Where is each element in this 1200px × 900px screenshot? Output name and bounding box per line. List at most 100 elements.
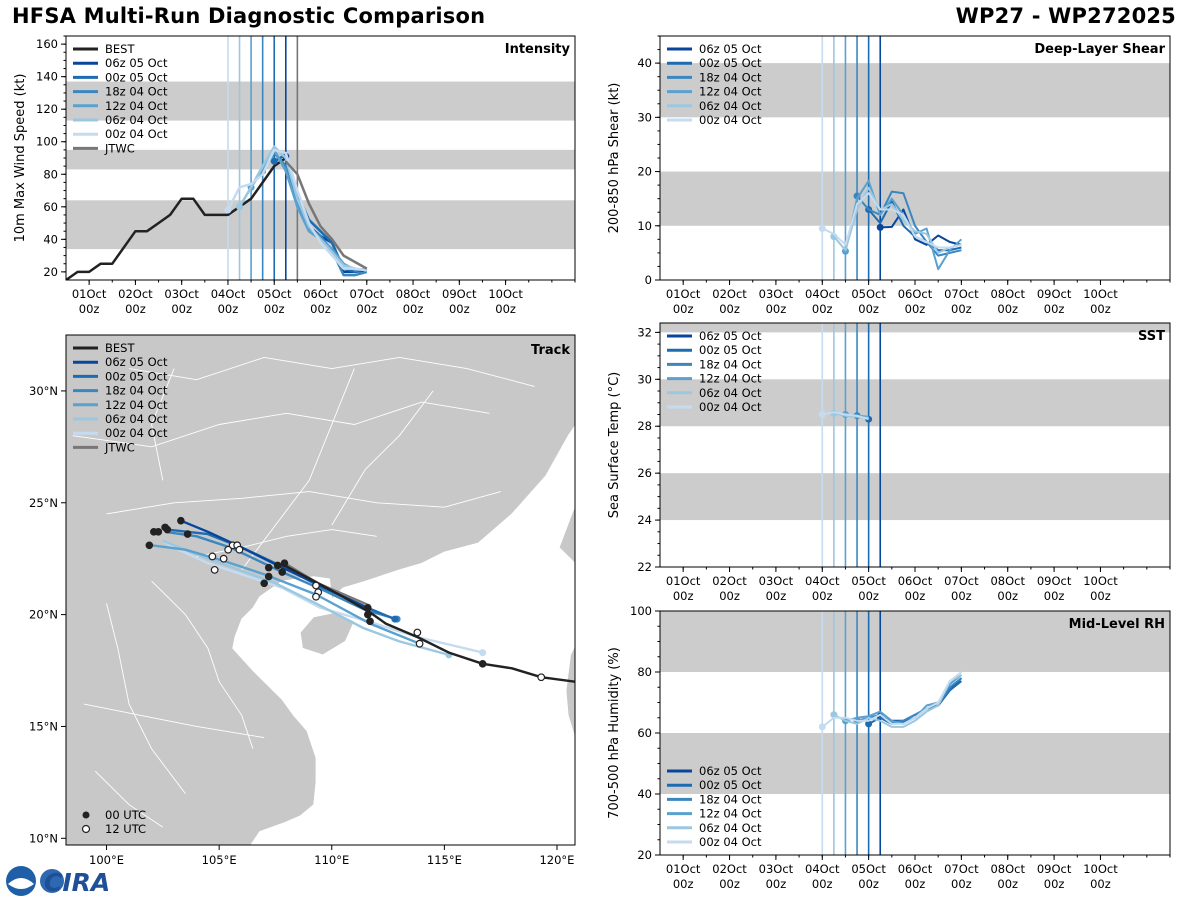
track-marker-00utc <box>163 525 172 534</box>
sst-ytick-label: 26 <box>637 466 652 480</box>
track-marker-12utc <box>537 673 546 682</box>
track-marker-00utc <box>366 617 374 626</box>
track-marker-00utc <box>363 604 372 612</box>
intensity-xtick-sublabel: 00z <box>218 302 239 316</box>
globe-icon <box>40 869 64 893</box>
intensity-title: Intensity <box>505 42 571 57</box>
intensity-legend-label: 06z 04 Oct <box>105 113 168 127</box>
rh-xtick-label: 07Oct <box>944 862 979 876</box>
rh-ytick-label: 100 <box>630 604 652 618</box>
rh-series-line <box>856 677 963 724</box>
intensity-series-start-point <box>236 203 244 211</box>
intensity-xtick-label: 09Oct <box>442 287 477 301</box>
track-xtick-label: 115°E <box>427 853 462 867</box>
shear-band <box>660 63 1170 118</box>
track-legend-label: 06z 04 Oct <box>105 412 168 426</box>
shear-xtick-sublabel: 00z <box>858 302 879 316</box>
intensity-legend-label: 00z 05 Oct <box>105 70 168 84</box>
track-ytick-label: 15°N <box>29 719 58 733</box>
rh-xtick-sublabel: 00z <box>951 877 972 891</box>
intensity-xtick-label: 01Oct <box>72 287 107 301</box>
sst-xtick-label: 01Oct <box>666 574 701 588</box>
track-marker-00utc <box>264 563 273 572</box>
intensity-ytick-label: 40 <box>43 232 58 246</box>
rh-plot-area <box>660 611 1170 855</box>
sst-xtick-sublabel: 00z <box>905 589 926 603</box>
sst-legend-label: 12z 04 Oct <box>699 372 762 386</box>
intensity-legend-label: BEST <box>105 42 135 56</box>
sst-xtick-label: 10Oct <box>1083 574 1118 588</box>
shear-legend-label: 06z 04 Oct <box>699 99 762 113</box>
intensity-xtick-label: 06Oct <box>303 287 338 301</box>
taiwan-land <box>558 505 575 564</box>
rh-series-start-point <box>830 711 838 719</box>
track-marker-00utc <box>280 559 289 567</box>
shear-xtick-label: 05Oct <box>851 287 886 301</box>
intensity-band <box>66 149 575 170</box>
shear-ylabel: 200-850 hPa Shear (kt) <box>607 83 622 234</box>
shear-xtick-label: 03Oct <box>759 287 794 301</box>
shear-ytick-label: 20 <box>637 165 652 179</box>
intensity-xtick-label: 07Oct <box>350 287 385 301</box>
intensity-xtick-sublabel: 00z <box>310 302 331 316</box>
shear-ytick-label: 30 <box>637 110 652 124</box>
rh-xtick-label: 10Oct <box>1083 862 1118 876</box>
intensity-ytick-label: 120 <box>36 102 58 116</box>
sst-title: SST <box>1138 329 1165 344</box>
sst-xtick-label: 07Oct <box>944 574 979 588</box>
rh-legend-label: 12z 04 Oct <box>699 807 762 821</box>
rh-xtick-label: 05Oct <box>851 862 886 876</box>
intensity-ylabel: 10m Max Wind Speed (kt) <box>13 74 28 243</box>
rh-xtick-label: 04Oct <box>805 862 840 876</box>
shear-legend-label: 12z 04 Oct <box>699 85 762 99</box>
province-border <box>72 401 490 448</box>
sst-xtick-label: 09Oct <box>1037 574 1072 588</box>
sst-ylabel: Sea Surface Temp (°C) <box>607 372 622 519</box>
track-xtick-label: 120°E <box>539 853 574 867</box>
rh-xtick-label: 06Oct <box>898 862 933 876</box>
track-marker-00utc <box>260 579 268 588</box>
track-legend-label: JTWC <box>104 440 135 454</box>
shear-series-line <box>856 190 962 257</box>
intensity-ytick-label: 140 <box>36 70 58 84</box>
sst-ytick-label: 24 <box>637 513 652 527</box>
track-marker-12utc <box>210 565 219 574</box>
province-border <box>129 356 535 387</box>
sst-band <box>660 473 1170 521</box>
rh-xtick-label: 08Oct <box>990 862 1025 876</box>
rh-xtick-sublabel: 00z <box>858 877 879 891</box>
sst-plot-area <box>660 323 1170 567</box>
track-legend-label: 06z 05 Oct <box>105 355 168 369</box>
province-border <box>83 703 265 739</box>
rh-xtick-label: 03Oct <box>759 862 794 876</box>
shear-xtick-sublabel: 00z <box>951 302 972 316</box>
sst-xtick-sublabel: 00z <box>858 589 879 603</box>
sst-legend-label: 00z 04 Oct <box>699 400 762 414</box>
rh-legend-label: 00z 04 Oct <box>699 835 762 849</box>
intensity-plot-area <box>66 36 575 280</box>
intensity-series-line <box>284 160 368 270</box>
track-marker-12utc <box>312 592 320 601</box>
intensity-xtick-sublabel: 00z <box>356 302 377 316</box>
rh-panel: 2040608010001Oct00z02Oct00z03Oct00z04Oct… <box>607 604 1171 891</box>
shear-plot-area <box>660 36 1170 280</box>
intensity-xtick-sublabel: 00z <box>449 302 470 316</box>
intensity-xtick-sublabel: 00z <box>79 302 100 316</box>
sst-series-line <box>822 411 869 421</box>
intensity-series-start-point <box>270 157 278 165</box>
rh-xtick-label: 09Oct <box>1037 862 1072 876</box>
track-marker-00utc <box>183 530 192 538</box>
rh-series-line <box>833 674 962 728</box>
cira-logo: CIRA <box>6 866 110 897</box>
track-legend-label: BEST <box>105 341 135 355</box>
intensity-legend-label: JTWC <box>104 141 135 155</box>
track-legend-label: 12z 04 Oct <box>105 398 168 412</box>
track-ytick-label: 30°N <box>29 384 58 398</box>
track-ytick-label: 25°N <box>29 496 58 510</box>
shear-series-line <box>821 192 962 249</box>
sst-xtick-sublabel: 00z <box>812 589 833 603</box>
sst-xtick-label: 05Oct <box>851 574 886 588</box>
sst-xtick-label: 02Oct <box>712 574 747 588</box>
sst-panel: 22242628303201Oct00z02Oct00z03Oct00z04Oc… <box>607 322 1171 603</box>
